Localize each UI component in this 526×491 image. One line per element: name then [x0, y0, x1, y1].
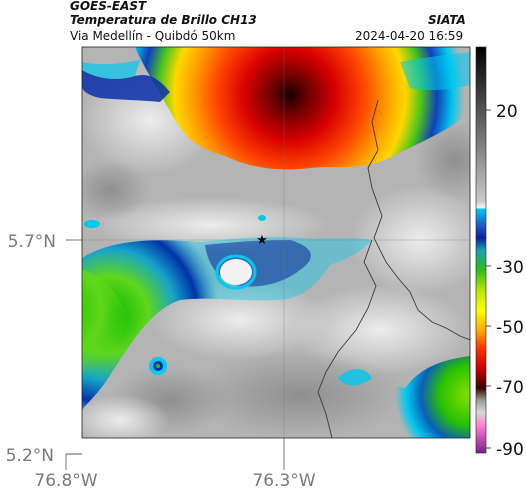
colorbar-tick-label: -30	[496, 258, 524, 278]
lat-label-5.7N: 5.7°N	[8, 232, 56, 252]
colorbar-tick-label: -50	[496, 318, 524, 338]
lon-label-76.8W: 76.8°W	[34, 471, 97, 491]
timestamp-label: 2024-04-20 16:59	[355, 29, 464, 43]
colorbar: 20 -30 -50 -70 -90	[475, 46, 524, 460]
colorbar-tick-label: -70	[496, 378, 524, 398]
colorbar-tick-label: 20	[496, 102, 518, 122]
brightness-temperature-field	[82, 47, 470, 438]
lon-label-76.3W: 76.3°W	[252, 471, 315, 491]
region-subtitle: Via Medellín - Quibdó 50km	[70, 29, 236, 43]
colorbar-tick-label: -90	[496, 440, 524, 460]
location-star-marker: ★	[256, 233, 268, 248]
satellite-name: GOES-EAST	[70, 0, 147, 13]
agency-label: SIATA	[428, 13, 466, 27]
lat-label-5.2N: 5.2°N	[6, 446, 54, 466]
product-title: Temperatura de Brillo CH13	[70, 13, 257, 27]
